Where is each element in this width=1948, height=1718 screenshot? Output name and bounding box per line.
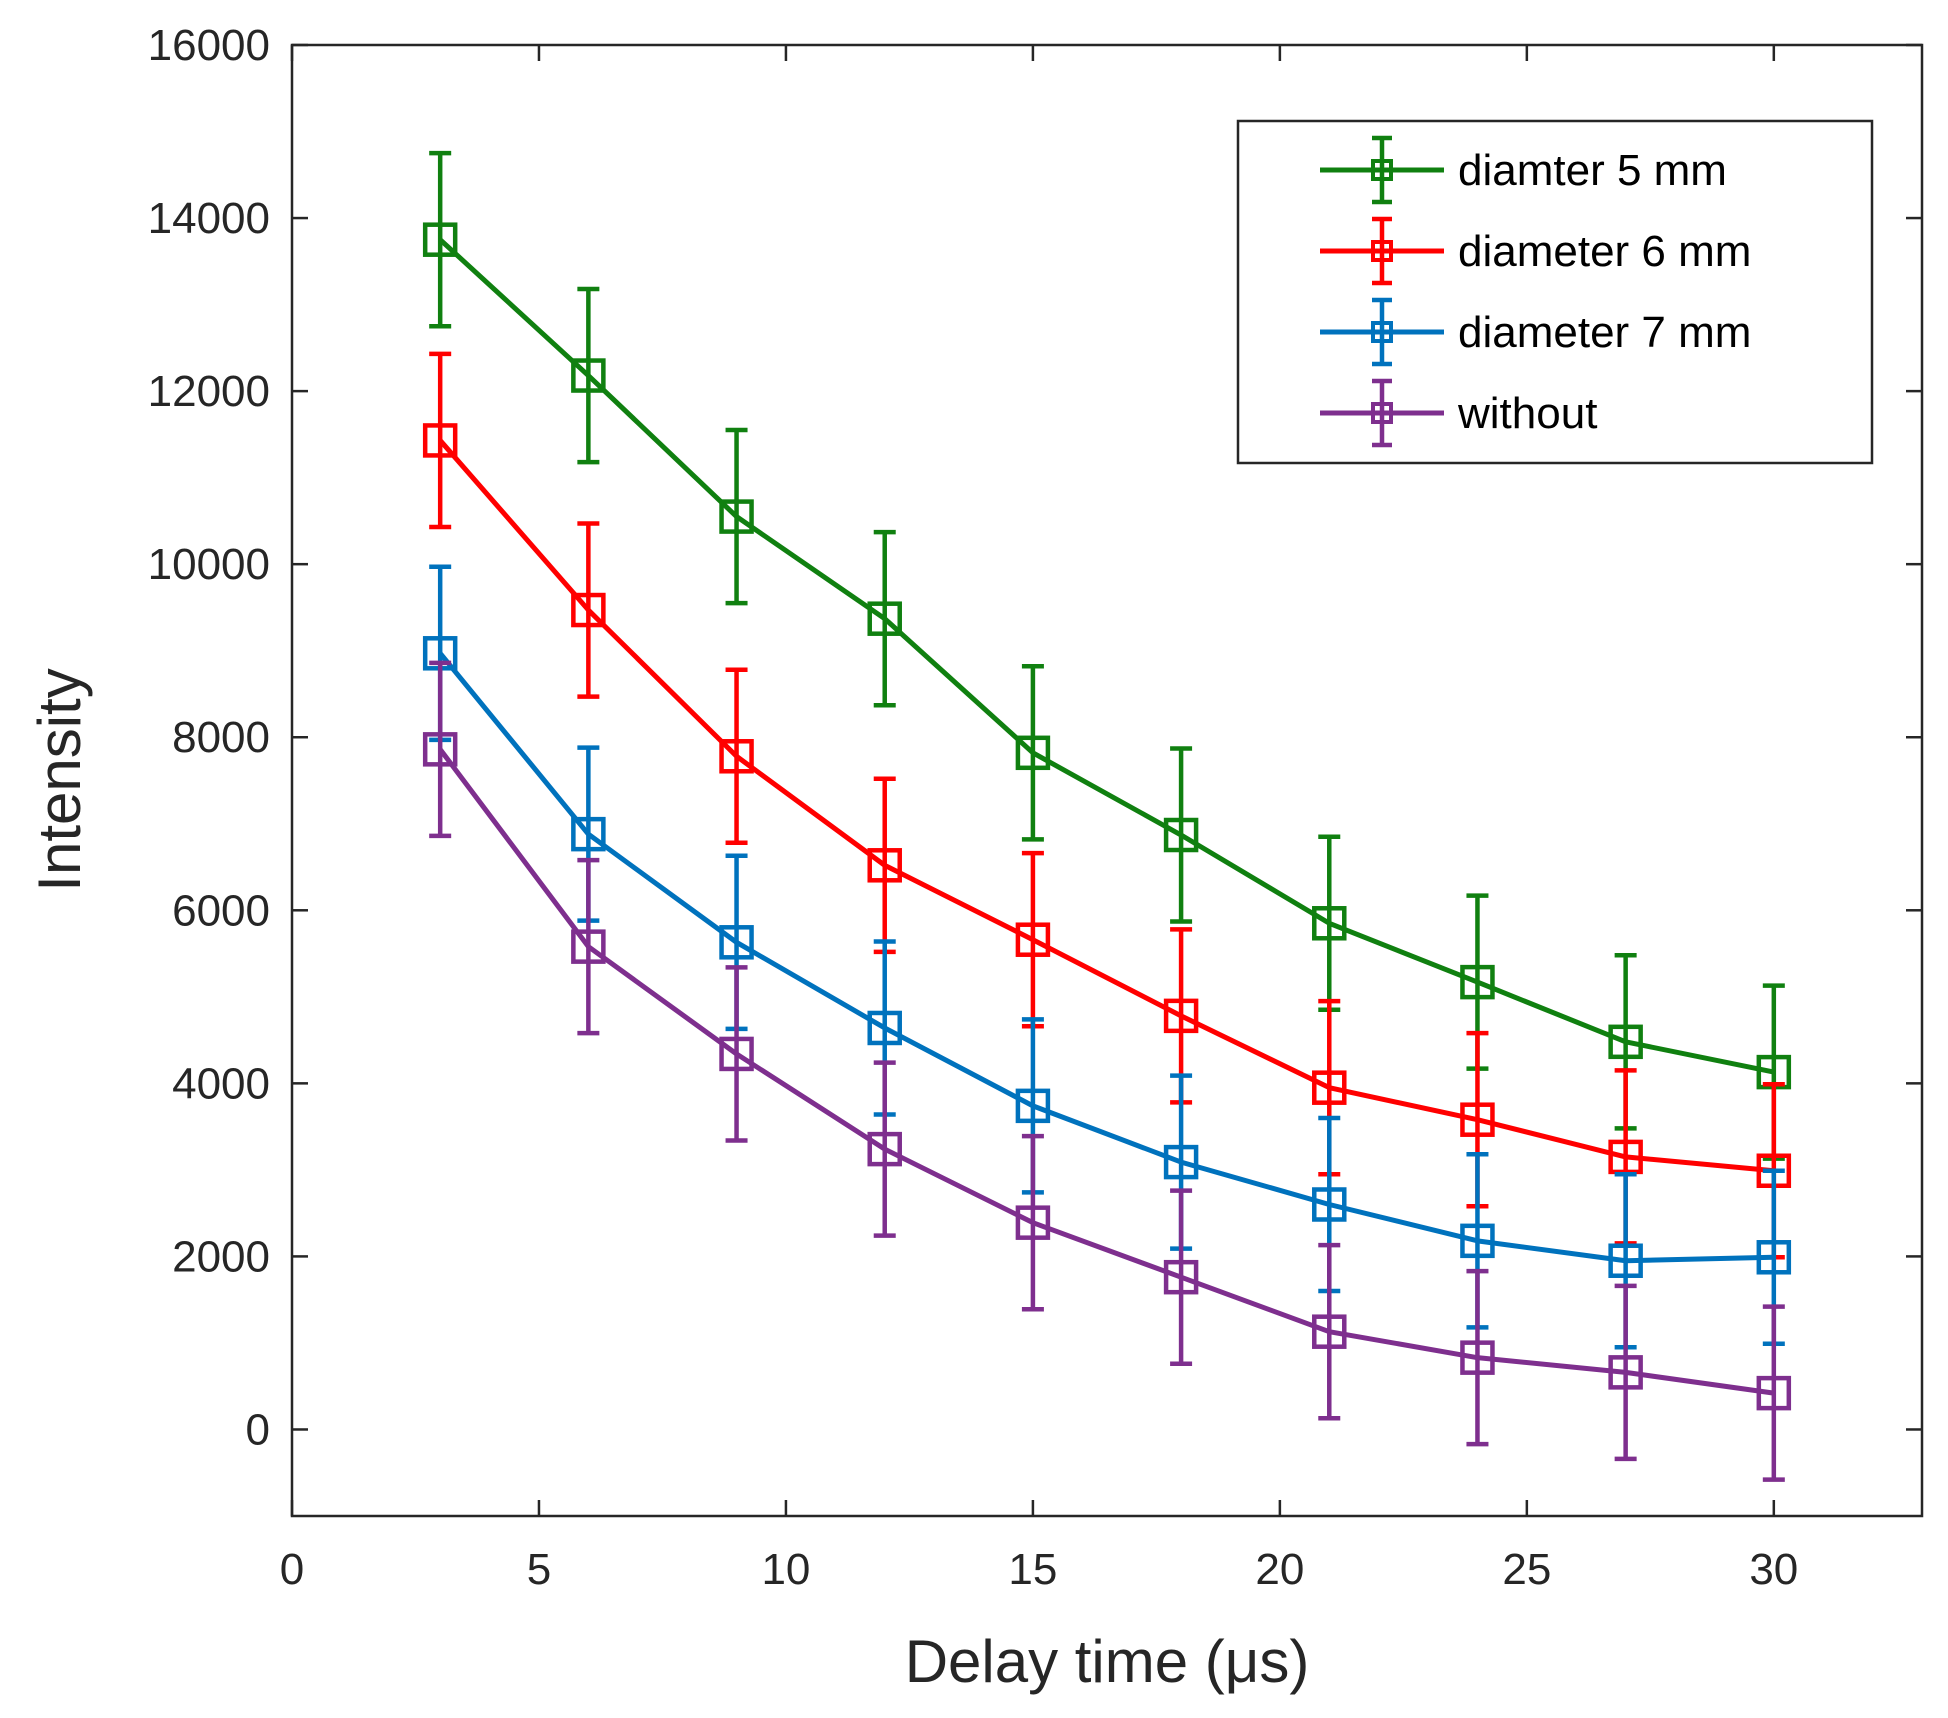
x-tick-label: 30 <box>1749 1545 1798 1594</box>
data-point <box>1163 1259 1199 1295</box>
legend-item-2: diameter 6 mm <box>1320 216 1751 286</box>
error-bar <box>1762 1304 1785 1482</box>
data-point <box>1460 1340 1495 1375</box>
error-bar <box>1021 664 1044 842</box>
series-1 <box>422 150 1792 1161</box>
x-tick-label: 25 <box>1502 1545 1551 1594</box>
error-bar <box>1318 1242 1341 1421</box>
data-point <box>571 929 606 964</box>
series-4 <box>422 660 1792 1482</box>
y-axis-title: Intensity <box>26 668 93 891</box>
error-bar <box>725 427 748 606</box>
legend-label: without <box>1457 389 1597 438</box>
data-point <box>422 423 458 458</box>
error-bar <box>577 521 600 699</box>
legend-marker <box>1371 321 1393 343</box>
legend-item-4: without <box>1320 378 1597 448</box>
data-point <box>422 732 458 767</box>
data-point <box>1756 1240 1792 1275</box>
data-point <box>1608 1024 1643 1060</box>
x-tick-label: 5 <box>527 1545 551 1594</box>
data-point <box>1015 1205 1051 1240</box>
data-point <box>1015 1088 1051 1124</box>
data-point <box>1015 735 1051 771</box>
error-bar <box>1466 1268 1489 1447</box>
data-point <box>1608 1243 1643 1278</box>
data-point <box>719 925 754 960</box>
data-point <box>1460 1223 1495 1259</box>
series-line <box>438 237 1775 1075</box>
legend-box <box>1236 119 1874 465</box>
error-bar <box>577 857 600 1036</box>
y-tick-label: 10000 <box>148 540 270 589</box>
y-tick-label: 6000 <box>172 886 270 935</box>
error-bar <box>873 529 896 708</box>
x-tick-label: 10 <box>761 1545 810 1594</box>
y-tick-label: 8000 <box>172 713 270 762</box>
data-point <box>1460 964 1495 1000</box>
y-tick-label: 14000 <box>148 194 270 243</box>
data-point <box>1608 1139 1643 1175</box>
data-point <box>867 1010 902 1046</box>
legend-marker <box>1371 159 1393 181</box>
y-tick-label: 12000 <box>148 367 270 416</box>
error-bar <box>725 667 748 846</box>
data-point <box>1756 1375 1792 1411</box>
data-point <box>571 816 606 852</box>
error-bar <box>429 660 452 839</box>
y-tick-label: 16000 <box>148 21 270 70</box>
y-tick-label: 2000 <box>172 1232 270 1281</box>
error-bar <box>1170 1188 1193 1366</box>
data-point <box>422 222 458 257</box>
data-point <box>1163 817 1199 853</box>
x-tick-label: 15 <box>1008 1545 1057 1594</box>
data-point <box>1312 1070 1347 1105</box>
error-bar <box>429 351 452 530</box>
error-bar <box>1021 1133 1044 1312</box>
legend-label: diamter 5 mm <box>1458 146 1727 195</box>
axis-ticks: 0 5 10 15 20 25 30 0 2000 4000 6000 8000 10000 12000 1… <box>148 21 1922 1594</box>
data-point <box>1312 906 1347 941</box>
series-line <box>438 651 1774 1264</box>
legend-label: diameter 7 mm <box>1458 308 1751 357</box>
series-layer <box>422 150 1792 1482</box>
x-axis-title: Delay time (μs) <box>905 1628 1310 1695</box>
data-point <box>1015 922 1051 957</box>
error-bar <box>1614 1283 1637 1462</box>
error-bar <box>873 1060 896 1238</box>
error-bar <box>1170 746 1193 924</box>
data-point <box>1312 1314 1347 1349</box>
plot-area-frame <box>290 43 1924 1518</box>
data-point <box>867 1131 902 1167</box>
data-point <box>571 592 606 628</box>
data-point <box>867 601 902 636</box>
x-tick-label: 0 <box>280 1545 304 1594</box>
y-tick-label: 0 <box>246 1405 270 1454</box>
data-point <box>867 848 902 883</box>
series-line <box>438 438 1775 1174</box>
legend-label: diameter 6 mm <box>1458 227 1751 276</box>
data-point <box>719 499 754 534</box>
series-line <box>438 747 1775 1396</box>
data-point <box>719 1036 754 1072</box>
error-bar <box>429 150 452 329</box>
legend: diamter 5 mm diameter 6 mm diameter 7 mm wi… <box>1236 119 1874 465</box>
data-point <box>1460 1102 1495 1137</box>
y-tick-label: 4000 <box>172 1059 270 1108</box>
data-point <box>571 358 606 393</box>
error-bar <box>725 965 748 1143</box>
legend-marker <box>1371 402 1393 424</box>
error-bar <box>577 286 600 465</box>
data-point <box>719 739 754 774</box>
data-point <box>1163 998 1199 1034</box>
x-tick-label: 20 <box>1255 1545 1304 1594</box>
legend-marker <box>1371 240 1393 262</box>
data-point <box>1608 1355 1643 1390</box>
legend-item-1: diamter 5 mm <box>1320 135 1727 205</box>
data-point <box>1312 1187 1347 1222</box>
data-point <box>1163 1144 1199 1180</box>
legend-item-3: diameter 7 mm <box>1320 297 1751 367</box>
